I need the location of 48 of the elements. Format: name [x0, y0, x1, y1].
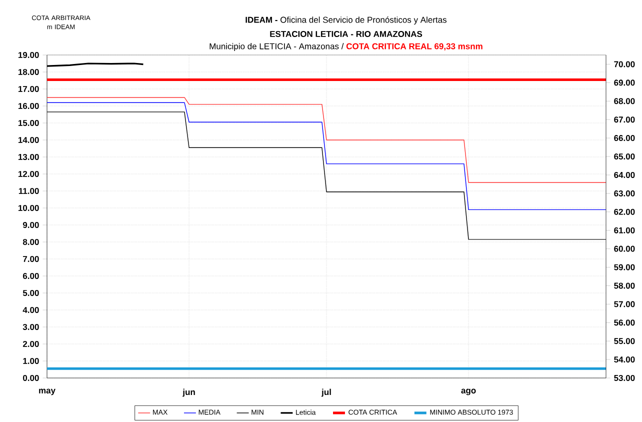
y-tick-label: 4.00: [22, 306, 39, 313]
y-tick-label: 0.00: [22, 374, 39, 381]
y2-tick-label: 66.00: [614, 135, 635, 142]
y2-tick-label: 55.00: [614, 338, 635, 344]
chart-subtitle: ESTACION LETICIA - RIO AMAZONAS: [270, 30, 422, 37]
y2-tick-label: 69.00: [614, 80, 635, 86]
y-tick-label: 16.00: [18, 102, 39, 109]
y2-tick-label: 58.00: [614, 282, 635, 289]
y2-tick-label: 59.00: [614, 264, 635, 270]
y-tick-label: 3.00: [22, 324, 39, 330]
y2-tick-label: 62.00: [614, 208, 635, 215]
y-tick-label: 10.00: [18, 204, 39, 211]
y-tick-label: 15.00: [18, 120, 39, 126]
y2-tick-label: 53.00: [614, 374, 635, 381]
y-tick-label: 6.00: [22, 272, 39, 279]
text: Municipio de LETICIA - Amazonas /: [210, 43, 344, 51]
y-tick-label: 17.00: [18, 86, 39, 92]
y2-tick-label: 54.00: [614, 356, 635, 363]
y-tick-label: 9.00: [22, 222, 39, 228]
chart-title: IDEAM - Oficina del Servicio de Pronósticos y Alertas: [246, 16, 447, 24]
y-tick-label: 7.00: [23, 256, 39, 262]
x-tick-label: jul: [321, 388, 331, 397]
y-tick-label: 2.00: [22, 340, 39, 347]
y2-tick-label: 57.00: [614, 301, 635, 308]
y-tick-label: 1.00: [23, 358, 39, 364]
x-tick-label: may: [39, 388, 56, 396]
y-tick-label: 13.00: [18, 154, 39, 160]
y2-tick-label: 63.00: [614, 190, 635, 196]
y-tick-label: 11.00: [18, 188, 39, 194]
y-tick-label: 19.00: [18, 52, 39, 58]
y2-tick-label: 65.00: [614, 154, 635, 160]
y2-tick-label: 64.00: [614, 172, 635, 178]
y2-tick-label: 67.00: [614, 116, 635, 123]
line-series: [47, 102, 606, 210]
y2-tick-label: 70.00: [614, 61, 635, 68]
y-tick-label: 5.00: [22, 290, 39, 296]
y-tick-label: 8.00: [22, 238, 39, 245]
y-tick-label: 14.00: [18, 136, 39, 143]
y2-tick-label: 60.00: [614, 246, 635, 252]
y2-tick-label: 68.00: [614, 98, 635, 104]
line-series: [47, 97, 606, 183]
text: COTA CRITICA REAL 69,33 msnm: [346, 43, 482, 51]
y2-tick-label: 61.00: [614, 227, 635, 234]
x-tick-label: ago: [461, 388, 476, 396]
y-tick-label: 18.00: [18, 68, 39, 75]
y2-tick-label: 56.00: [614, 320, 635, 326]
x-tick-label: jun: [182, 388, 195, 397]
y-tick-label: 12.00: [18, 170, 39, 177]
